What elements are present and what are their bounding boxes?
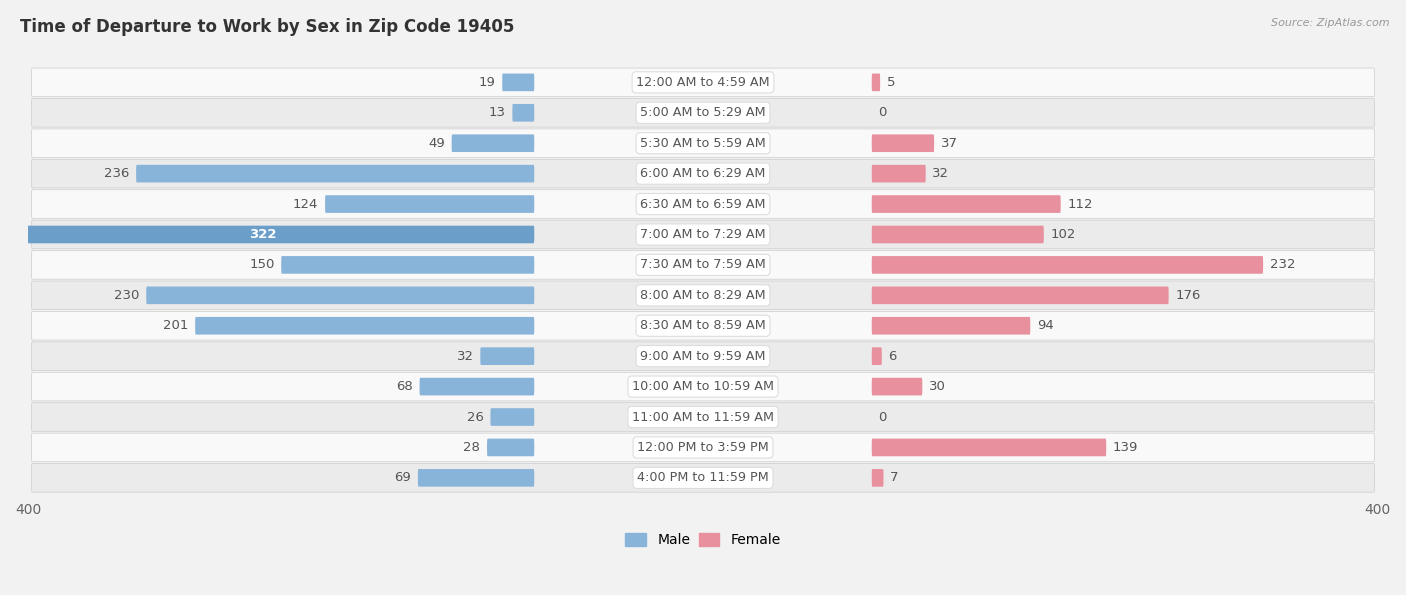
Text: 236: 236 xyxy=(104,167,129,180)
Text: 10:00 AM to 10:59 AM: 10:00 AM to 10:59 AM xyxy=(633,380,773,393)
FancyBboxPatch shape xyxy=(481,347,534,365)
Legend: Male, Female: Male, Female xyxy=(626,533,780,547)
Text: 12:00 PM to 3:59 PM: 12:00 PM to 3:59 PM xyxy=(637,441,769,454)
FancyBboxPatch shape xyxy=(31,220,1375,249)
FancyBboxPatch shape xyxy=(31,159,1375,188)
Text: 13: 13 xyxy=(489,107,506,119)
FancyBboxPatch shape xyxy=(486,439,534,456)
Text: 11:00 AM to 11:59 AM: 11:00 AM to 11:59 AM xyxy=(633,411,773,424)
FancyBboxPatch shape xyxy=(195,317,534,334)
Text: 6:30 AM to 6:59 AM: 6:30 AM to 6:59 AM xyxy=(640,198,766,211)
Text: 124: 124 xyxy=(292,198,318,211)
FancyBboxPatch shape xyxy=(451,134,534,152)
Text: 37: 37 xyxy=(941,137,957,150)
FancyBboxPatch shape xyxy=(419,378,534,396)
Text: 230: 230 xyxy=(114,289,139,302)
Text: 139: 139 xyxy=(1114,441,1139,454)
Text: 112: 112 xyxy=(1067,198,1092,211)
Text: 30: 30 xyxy=(929,380,946,393)
Text: 0: 0 xyxy=(879,411,887,424)
Text: 32: 32 xyxy=(932,167,949,180)
Text: 12:00 AM to 4:59 AM: 12:00 AM to 4:59 AM xyxy=(636,76,770,89)
Text: 322: 322 xyxy=(249,228,277,241)
FancyBboxPatch shape xyxy=(31,99,1375,127)
Text: 26: 26 xyxy=(467,411,484,424)
Text: 94: 94 xyxy=(1038,320,1054,332)
Text: 5:00 AM to 5:29 AM: 5:00 AM to 5:29 AM xyxy=(640,107,766,119)
Text: 232: 232 xyxy=(1270,258,1295,271)
FancyBboxPatch shape xyxy=(872,378,922,396)
Text: 102: 102 xyxy=(1050,228,1076,241)
FancyBboxPatch shape xyxy=(31,68,1375,96)
Text: 68: 68 xyxy=(396,380,413,393)
FancyBboxPatch shape xyxy=(502,74,534,91)
FancyBboxPatch shape xyxy=(872,134,934,152)
FancyBboxPatch shape xyxy=(31,403,1375,431)
Text: 8:30 AM to 8:59 AM: 8:30 AM to 8:59 AM xyxy=(640,320,766,332)
FancyBboxPatch shape xyxy=(872,347,882,365)
Text: 7:00 AM to 7:29 AM: 7:00 AM to 7:29 AM xyxy=(640,228,766,241)
FancyBboxPatch shape xyxy=(872,439,1107,456)
FancyBboxPatch shape xyxy=(0,226,534,243)
FancyBboxPatch shape xyxy=(512,104,534,121)
FancyBboxPatch shape xyxy=(281,256,534,274)
Text: 7: 7 xyxy=(890,471,898,484)
FancyBboxPatch shape xyxy=(872,469,883,487)
FancyBboxPatch shape xyxy=(31,129,1375,158)
FancyBboxPatch shape xyxy=(418,469,534,487)
FancyBboxPatch shape xyxy=(31,311,1375,340)
Text: 6: 6 xyxy=(889,350,897,363)
FancyBboxPatch shape xyxy=(872,317,1031,334)
Text: 4:00 PM to 11:59 PM: 4:00 PM to 11:59 PM xyxy=(637,471,769,484)
FancyBboxPatch shape xyxy=(31,433,1375,462)
Text: 5: 5 xyxy=(887,76,896,89)
Text: 9:00 AM to 9:59 AM: 9:00 AM to 9:59 AM xyxy=(640,350,766,363)
Text: 176: 176 xyxy=(1175,289,1201,302)
Text: 7:30 AM to 7:59 AM: 7:30 AM to 7:59 AM xyxy=(640,258,766,271)
FancyBboxPatch shape xyxy=(872,226,1043,243)
Text: 8:00 AM to 8:29 AM: 8:00 AM to 8:29 AM xyxy=(640,289,766,302)
FancyBboxPatch shape xyxy=(872,74,880,91)
FancyBboxPatch shape xyxy=(872,165,925,183)
FancyBboxPatch shape xyxy=(872,287,1168,304)
Text: 5:30 AM to 5:59 AM: 5:30 AM to 5:59 AM xyxy=(640,137,766,150)
FancyBboxPatch shape xyxy=(31,250,1375,279)
FancyBboxPatch shape xyxy=(31,281,1375,309)
Text: 0: 0 xyxy=(879,107,887,119)
FancyBboxPatch shape xyxy=(872,256,1263,274)
FancyBboxPatch shape xyxy=(872,195,1060,213)
FancyBboxPatch shape xyxy=(491,408,534,426)
FancyBboxPatch shape xyxy=(31,372,1375,401)
Text: 6:00 AM to 6:29 AM: 6:00 AM to 6:29 AM xyxy=(640,167,766,180)
Text: 201: 201 xyxy=(163,320,188,332)
Text: Source: ZipAtlas.com: Source: ZipAtlas.com xyxy=(1271,18,1389,28)
Text: 32: 32 xyxy=(457,350,474,363)
FancyBboxPatch shape xyxy=(31,342,1375,371)
FancyBboxPatch shape xyxy=(31,464,1375,492)
Text: 69: 69 xyxy=(394,471,411,484)
Text: 150: 150 xyxy=(249,258,274,271)
FancyBboxPatch shape xyxy=(325,195,534,213)
Text: 49: 49 xyxy=(427,137,444,150)
FancyBboxPatch shape xyxy=(146,287,534,304)
Text: 28: 28 xyxy=(464,441,481,454)
FancyBboxPatch shape xyxy=(136,165,534,183)
FancyBboxPatch shape xyxy=(31,190,1375,218)
Text: 19: 19 xyxy=(478,76,495,89)
Text: Time of Departure to Work by Sex in Zip Code 19405: Time of Departure to Work by Sex in Zip … xyxy=(20,18,515,36)
